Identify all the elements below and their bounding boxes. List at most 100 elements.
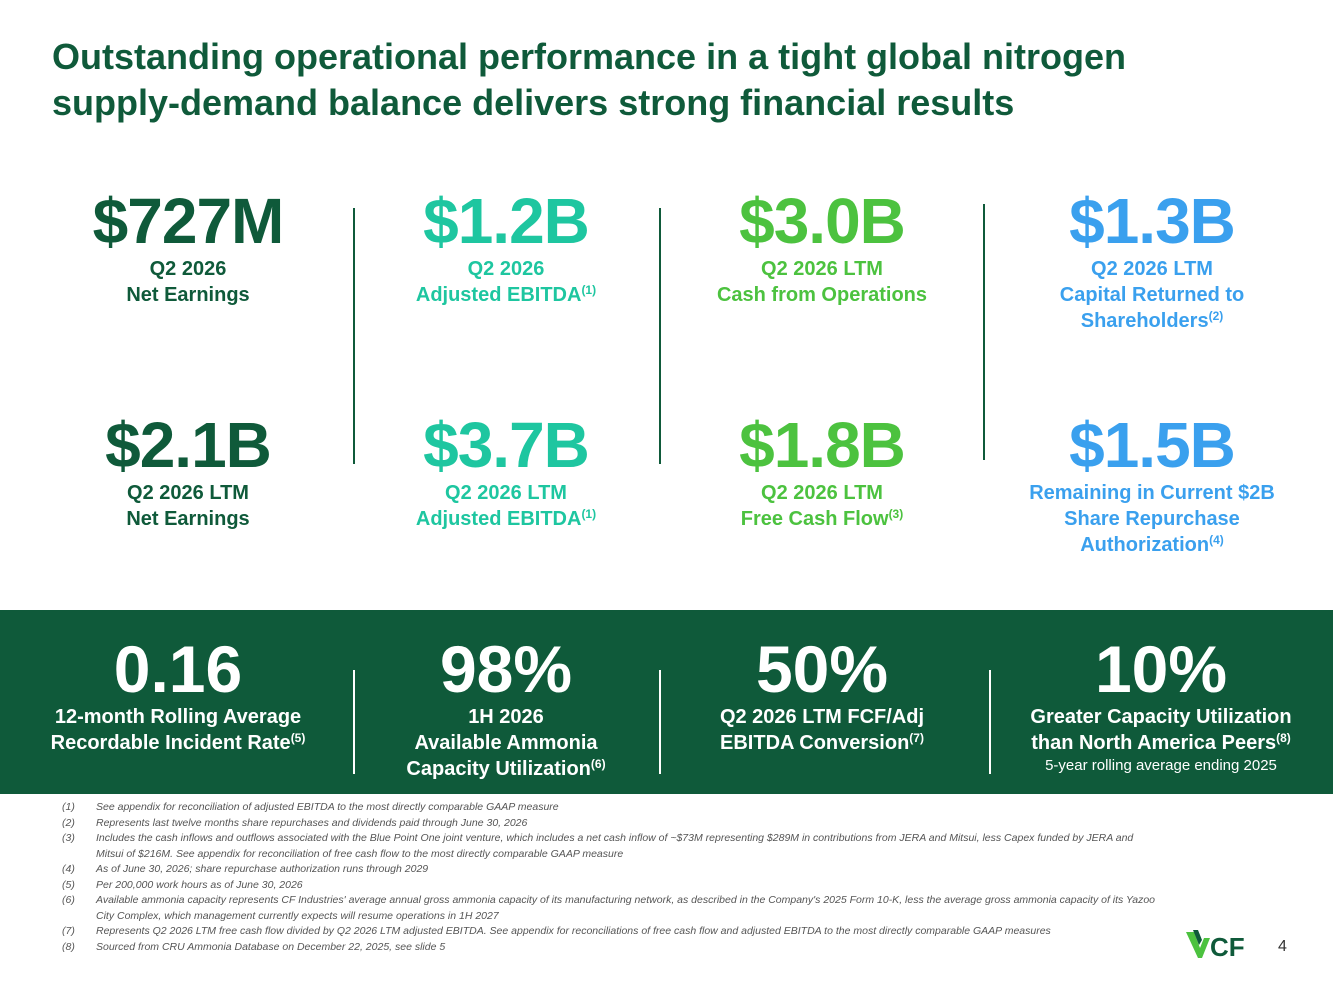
kpi-fcf-conversion: 50% Q2 2026 LTM FCF/Adj EBITDA Conversio… bbox=[672, 634, 972, 756]
kpi-value: 10% bbox=[1094, 632, 1228, 706]
footnote-ref: (1) bbox=[581, 507, 597, 521]
kpi-label: Available Ammonia bbox=[414, 732, 598, 754]
company-logo: CF bbox=[1186, 930, 1245, 960]
footnote-ref: (1) bbox=[581, 283, 597, 297]
metric-value: $727M bbox=[92, 185, 285, 257]
metric-label: Q2 2026 LTM bbox=[1091, 258, 1213, 280]
kpi-label-text: EBITDA Conversion bbox=[720, 732, 910, 754]
footnote-number: (7) bbox=[62, 925, 75, 937]
metric-label: Shareholders(2) bbox=[1002, 308, 1302, 334]
footnote-ref: (3) bbox=[888, 507, 904, 521]
metric-label: Q2 2026 LTM bbox=[761, 258, 883, 280]
footnote-number: (5) bbox=[62, 878, 75, 891]
metric-free-cash-flow: $1.8B Q2 2026 LTM Free Cash Flow(3) bbox=[672, 410, 972, 532]
metric-adjusted-ebitda: $1.2B Q2 2026 Adjusted EBITDA(1) bbox=[366, 186, 646, 308]
metric-label: Authorization(4) bbox=[1002, 532, 1302, 558]
kpi-capacity-utilization: 98% 1H 2026 Available Ammonia Capacity U… bbox=[356, 634, 656, 782]
metric-capital-returned: $1.3B Q2 2026 LTM Capital Returned to Sh… bbox=[1002, 186, 1302, 334]
kpi-label-text: Recordable Incident Rate bbox=[50, 732, 291, 754]
title-line-2: supply-demand balance delivers strong fi… bbox=[52, 82, 1015, 123]
metric-value: $2.1B bbox=[105, 409, 272, 481]
footnote-text: Available ammonia capacity represents CF… bbox=[96, 894, 1156, 922]
footnote-ref: (4) bbox=[1209, 533, 1224, 547]
metric-value: $1.8B bbox=[739, 409, 906, 481]
footnote-text: Represents Q2 2026 LTM free cash flow di… bbox=[96, 925, 1051, 937]
kpi-label: EBITDA Conversion(7) bbox=[672, 730, 972, 756]
footnote-text: As of June 30, 2026; share repurchase au… bbox=[96, 863, 429, 875]
footnote-item: (5) Per 200,000 work hours as of June 30,… bbox=[62, 878, 1162, 894]
metric-ltm-net-earnings: $2.1B Q2 2026 LTM Net Earnings bbox=[48, 410, 328, 532]
footnote-number: (3) bbox=[62, 832, 75, 844]
metric-cash-from-operations: $3.0B Q2 2026 LTM Cash from Operations bbox=[672, 186, 972, 308]
footnote-ref: (6) bbox=[590, 757, 606, 771]
logo-text: CF bbox=[1210, 932, 1245, 960]
kpi-peer-utilization: 10% Greater Capacity Utilization than No… bbox=[996, 634, 1326, 776]
band-divider bbox=[353, 670, 355, 774]
metric-value: $3.7B bbox=[423, 409, 590, 481]
footnote-number: (2) bbox=[62, 816, 75, 829]
kpi-label: Greater Capacity Utilization bbox=[1030, 706, 1292, 728]
metric-label: Q2 2026 LTM bbox=[445, 482, 567, 504]
logo-mark-accent bbox=[1193, 930, 1202, 945]
metric-net-earnings: $727M Q2 2026 Net Earnings bbox=[48, 186, 328, 308]
kpi-value: 0.16 bbox=[113, 632, 243, 706]
footnote-number: (8) bbox=[62, 940, 75, 953]
metric-ltm-adjusted-ebitda: $3.7B Q2 2026 LTM Adjusted EBITDA(1) bbox=[366, 410, 646, 532]
kpi-value: 98% bbox=[439, 632, 573, 706]
metric-label: Adjusted EBITDA(1) bbox=[366, 282, 646, 308]
footnote-item: (8) Sourced from CRU Ammonia Database on … bbox=[62, 940, 1162, 956]
footnote-number: (4) bbox=[62, 863, 75, 875]
metric-value: $1.2B bbox=[423, 185, 590, 257]
footnote-item: (4) As of June 30, 2026; share repurchase… bbox=[62, 862, 1162, 878]
metric-label: Share Repurchase bbox=[1064, 508, 1240, 530]
column-divider bbox=[983, 204, 985, 460]
page-number: 4 bbox=[1278, 938, 1287, 955]
kpi-band bbox=[0, 610, 1333, 794]
metric-label: Cash from Operations bbox=[716, 284, 928, 306]
metric-label: Q2 2026 LTM bbox=[761, 482, 883, 504]
kpi-label-text: than North America Peers bbox=[1031, 732, 1277, 754]
logo-mark bbox=[1186, 932, 1210, 958]
kpi-label: Capacity Utilization(6) bbox=[356, 756, 656, 782]
title-line-1: Outstanding operational performance in a… bbox=[52, 36, 1127, 77]
metric-label-text: Authorization bbox=[1080, 534, 1210, 556]
kpi-label: 1H 2026 bbox=[468, 706, 544, 728]
kpi-label: Q2 2026 LTM FCF/Adj bbox=[719, 706, 925, 728]
metric-label: Free Cash Flow(3) bbox=[672, 506, 972, 532]
metric-remaining-repurchase: $1.5B Remaining in Current $2B Share Rep… bbox=[1002, 410, 1302, 558]
footnote-number: (6) bbox=[62, 894, 75, 906]
kpi-label: 12-month Rolling Average bbox=[54, 706, 302, 728]
footnote-text: Per 200,000 work hours as of June 30, 20… bbox=[96, 878, 303, 891]
footnote-item: (6) Available ammonia capacity represents… bbox=[62, 893, 1162, 924]
kpi-value: 50% bbox=[755, 632, 889, 706]
footnote-text: Represents last twelve months share repu… bbox=[96, 816, 528, 829]
metric-label: Net Earnings bbox=[126, 284, 250, 306]
metric-label: Adjusted EBITDA(1) bbox=[366, 506, 646, 532]
footnote-item: (7) Represents Q2 2026 LTM free cash flow… bbox=[62, 924, 1162, 940]
metric-label-text: Shareholders bbox=[1080, 310, 1209, 332]
kpi-label: Recordable Incident Rate(5) bbox=[18, 730, 338, 756]
footnote-item: (1) See appendix for reconciliation of ad… bbox=[62, 800, 1162, 816]
footnote-item: (3) Includes the cash inflows and outflow… bbox=[62, 831, 1162, 862]
metric-label: Q2 2026 bbox=[149, 258, 227, 280]
kpi-label-text: Capacity Utilization bbox=[406, 758, 591, 780]
metric-value: $1.3B bbox=[1069, 185, 1236, 257]
band-divider bbox=[989, 670, 991, 774]
kpi-note: 5-year rolling average ending 2025 bbox=[1045, 757, 1277, 774]
footnote-number: (1) bbox=[62, 801, 75, 813]
column-divider bbox=[353, 208, 355, 464]
footnote-ref: (5) bbox=[290, 731, 306, 745]
band-divider bbox=[659, 670, 661, 774]
footnote-ref: (2) bbox=[1208, 309, 1224, 323]
footnote-ref: (8) bbox=[1276, 731, 1291, 745]
footnote-item: (2) Represents last twelve months share r… bbox=[62, 816, 1162, 832]
kpi-label: than North America Peers(8) bbox=[996, 730, 1326, 756]
metric-value: $3.0B bbox=[739, 185, 906, 257]
metric-label-text: Adjusted EBITDA bbox=[415, 508, 582, 530]
metric-label: Net Earnings bbox=[126, 508, 250, 530]
kpi-incident-rate: 0.16 12-month Rolling Average Recordable… bbox=[18, 634, 338, 756]
column-divider bbox=[659, 208, 661, 464]
metric-value: $1.5B bbox=[1069, 409, 1236, 481]
page-title: Outstanding operational performance in a… bbox=[52, 34, 1302, 126]
metric-label: Q2 2026 LTM bbox=[127, 482, 249, 504]
